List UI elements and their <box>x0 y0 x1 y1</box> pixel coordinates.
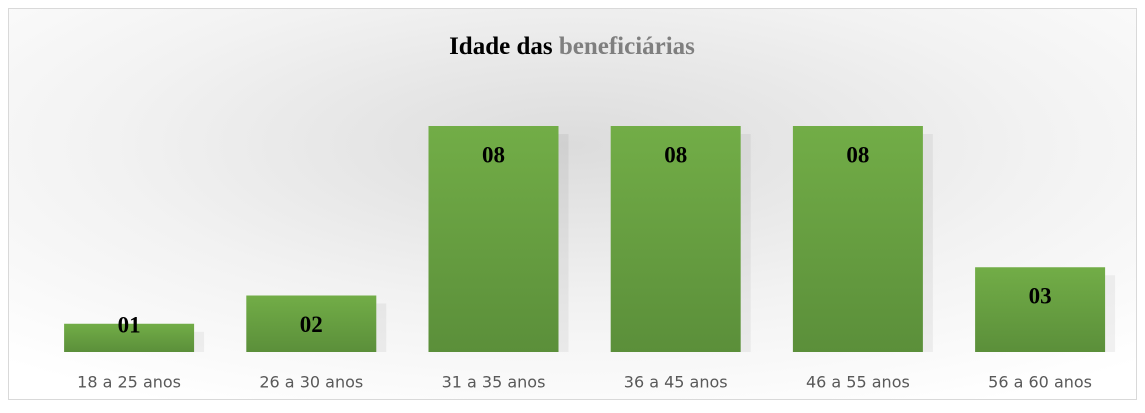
x-tick-label: 31 a 35 anos <box>442 373 546 392</box>
x-tick-label: 36 a 45 anos <box>624 373 728 392</box>
bar-shadow <box>558 134 569 352</box>
chart-area <box>8 8 1137 400</box>
value-label: 08 <box>664 142 687 167</box>
x-tick-label: 56 a 60 anos <box>988 373 1092 392</box>
bar-shadow <box>1105 275 1116 352</box>
chart-title: Idade das beneficiárias <box>449 33 695 60</box>
value-label: 08 <box>482 142 505 167</box>
bar <box>64 323 195 352</box>
bar <box>428 126 559 352</box>
bar-shadow <box>922 134 933 352</box>
title-part: Idade das <box>449 33 553 60</box>
value-label: 08 <box>846 142 869 167</box>
bar <box>975 267 1106 352</box>
x-tick-label: 46 a 55 anos <box>806 373 910 392</box>
bar <box>610 126 741 352</box>
value-label: 02 <box>300 312 323 337</box>
value-label: 01 <box>118 312 141 337</box>
bar <box>246 295 377 352</box>
bar-shadow <box>740 134 751 352</box>
bar-shadow <box>376 303 387 352</box>
value-label: 03 <box>1029 284 1052 309</box>
bar <box>792 126 923 352</box>
x-tick-label: 26 a 30 anos <box>259 373 363 392</box>
bar-shadow <box>194 331 205 352</box>
title-part: beneficiárias <box>559 33 695 60</box>
x-tick-label: 18 a 25 anos <box>77 373 181 392</box>
